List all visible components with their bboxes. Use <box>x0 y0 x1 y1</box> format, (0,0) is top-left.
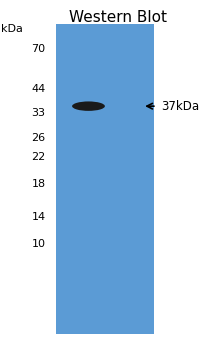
Text: 22: 22 <box>31 152 45 162</box>
Text: 18: 18 <box>31 179 45 189</box>
Text: 44: 44 <box>31 84 45 94</box>
Text: 26: 26 <box>31 133 45 143</box>
Text: 37kDa: 37kDa <box>161 100 199 113</box>
Text: Western Blot: Western Blot <box>68 10 166 25</box>
Text: kDa: kDa <box>1 24 23 34</box>
Text: 33: 33 <box>32 108 45 118</box>
Text: 14: 14 <box>31 212 45 222</box>
Text: 70: 70 <box>31 44 45 54</box>
Ellipse shape <box>72 101 104 111</box>
Text: 10: 10 <box>32 239 45 249</box>
FancyBboxPatch shape <box>55 24 153 334</box>
